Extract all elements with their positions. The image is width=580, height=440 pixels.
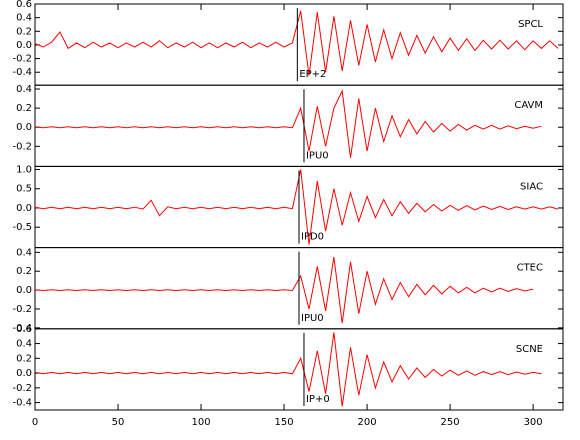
y-tick-label: 0.5 <box>16 184 32 195</box>
station-name: CAVM <box>514 100 543 111</box>
station-name: SPCL <box>518 19 543 30</box>
y-tick-label: -0.2 <box>12 141 32 152</box>
y-tick-label: -0.4 <box>12 323 32 334</box>
trace <box>34 89 542 158</box>
y-tick-label: -0.2 <box>12 383 32 394</box>
x-tick-label: 300 <box>524 417 543 428</box>
y-tick-label: 0.2 <box>16 26 32 37</box>
panel-frame <box>34 84 564 167</box>
phase-label: IPU0 <box>301 313 324 324</box>
x-tick-label: 0 <box>32 417 38 428</box>
y-tick-label: -0.4 <box>12 67 32 78</box>
y-tick-label: 0.0 <box>16 122 32 133</box>
trace <box>34 169 559 245</box>
station-name: SIAC <box>520 181 543 192</box>
y-tick-label: 0.0 <box>16 203 32 214</box>
y-tick-label: 0.0 <box>16 285 32 296</box>
y-tick-label: 0.0 <box>16 40 32 51</box>
y-tick-label: -0.2 <box>12 54 32 65</box>
y-tick-label: 0.4 <box>16 247 32 258</box>
phase-label: IPD0 <box>301 232 324 243</box>
x-tick-label: 200 <box>358 417 377 428</box>
y-tick-label: -0.2 <box>12 304 32 315</box>
station-name: SCNE <box>516 344 543 355</box>
y-tick-label: 0.6 <box>16 0 32 10</box>
y-tick-label: 1.0 <box>16 164 32 175</box>
x-tick-label: 100 <box>191 417 210 428</box>
panel-frame <box>34 328 564 411</box>
y-tick-label: 0.0 <box>16 368 32 379</box>
y-tick-label: 0.4 <box>16 84 32 95</box>
trace <box>34 10 559 76</box>
y-tick-label: 0.6 <box>16 324 32 335</box>
station-name: CTEC <box>517 263 543 274</box>
trace <box>34 256 534 324</box>
y-tick-label: 0.4 <box>16 13 32 24</box>
y-tick-label: 0.2 <box>16 266 32 277</box>
y-tick-label: 0.2 <box>16 103 32 114</box>
y-tick-label: -0.5 <box>12 222 32 233</box>
phase-label: IP+0 <box>306 394 330 405</box>
phase-label: IPU0 <box>306 150 329 161</box>
x-tick-label: 250 <box>441 417 460 428</box>
trace <box>34 332 542 407</box>
phase-label: EP+2 <box>299 69 326 80</box>
y-tick-label: 0.2 <box>16 353 32 364</box>
y-tick-label: 0.4 <box>16 339 32 350</box>
x-tick-label: 50 <box>112 417 125 428</box>
y-tick-label: -0.4 <box>12 398 32 409</box>
x-tick-label: 150 <box>275 417 294 428</box>
